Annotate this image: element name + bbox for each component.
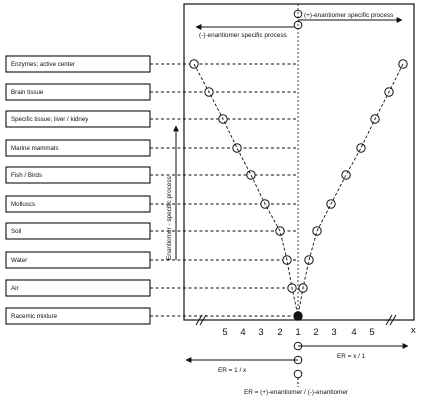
category-label: Molluscs xyxy=(11,201,35,208)
left-marker xyxy=(232,143,242,153)
x-tick-right: 5 xyxy=(369,327,374,338)
right-v-line xyxy=(297,63,404,317)
left-marker xyxy=(246,170,256,180)
er-definition: ER = (+)-enantiomer / (-)-enantiomer xyxy=(244,389,349,396)
category-label: Marine mammals xyxy=(11,145,58,152)
er-right-formula: ER = x / 1 xyxy=(337,353,366,360)
category-row: Fish / Birds xyxy=(5,166,351,184)
category-label: Brain tissue xyxy=(11,89,44,96)
right-marker xyxy=(356,143,366,153)
right-marker xyxy=(341,170,351,180)
category-box xyxy=(5,279,151,297)
x-axis-label: x xyxy=(411,325,416,336)
minus-process-label: (-)-enantiomer specific process xyxy=(199,32,287,39)
category-row: Enzymes; active center xyxy=(5,55,408,73)
category-row: Specific tissue; liver / kidney xyxy=(5,110,380,128)
category-label: Soil xyxy=(11,228,21,235)
category-row: Brain tissue xyxy=(5,83,394,101)
plus-process-label: (+)-enantiomer specific process xyxy=(304,12,393,19)
category-label: Enzymes; active center xyxy=(11,61,75,68)
category-row: Soil xyxy=(5,222,322,240)
vertical-process-label: Enantiomer - specific process xyxy=(166,176,173,260)
bottom-center-circle-3 xyxy=(293,369,303,379)
category-row: Air xyxy=(5,279,308,297)
x-tick-right: 3 xyxy=(331,327,336,338)
category-label: Water xyxy=(11,257,27,264)
category-label: Air xyxy=(11,285,19,292)
category-row: Marine mammals xyxy=(5,139,366,157)
category-box xyxy=(5,222,151,240)
category-label: Specific tissue; liver / kidney xyxy=(11,116,89,123)
x-tick-left: 3 xyxy=(258,327,263,338)
category-row: Water xyxy=(5,251,314,269)
plot-frame xyxy=(183,3,415,321)
x-tick-center: 1 xyxy=(295,327,300,338)
category-label: Racemic mixture xyxy=(11,313,58,320)
axis-break-right xyxy=(385,314,397,326)
x-tick-left: 5 xyxy=(222,327,227,338)
category-label: Fish / Birds xyxy=(11,172,42,179)
category-row: Racemic mixture xyxy=(5,307,303,325)
x-tick-left: 4 xyxy=(240,327,245,338)
er-left-formula: ER = 1 / x xyxy=(218,367,247,374)
x-tick-right: 2 xyxy=(313,327,318,338)
category-row: Molluscs xyxy=(5,195,336,213)
left-v-line xyxy=(193,63,299,317)
category-box xyxy=(5,251,151,269)
x-tick-left: 2 xyxy=(277,327,282,338)
x-tick-right: 4 xyxy=(351,327,356,338)
axis-break-left xyxy=(195,314,207,326)
